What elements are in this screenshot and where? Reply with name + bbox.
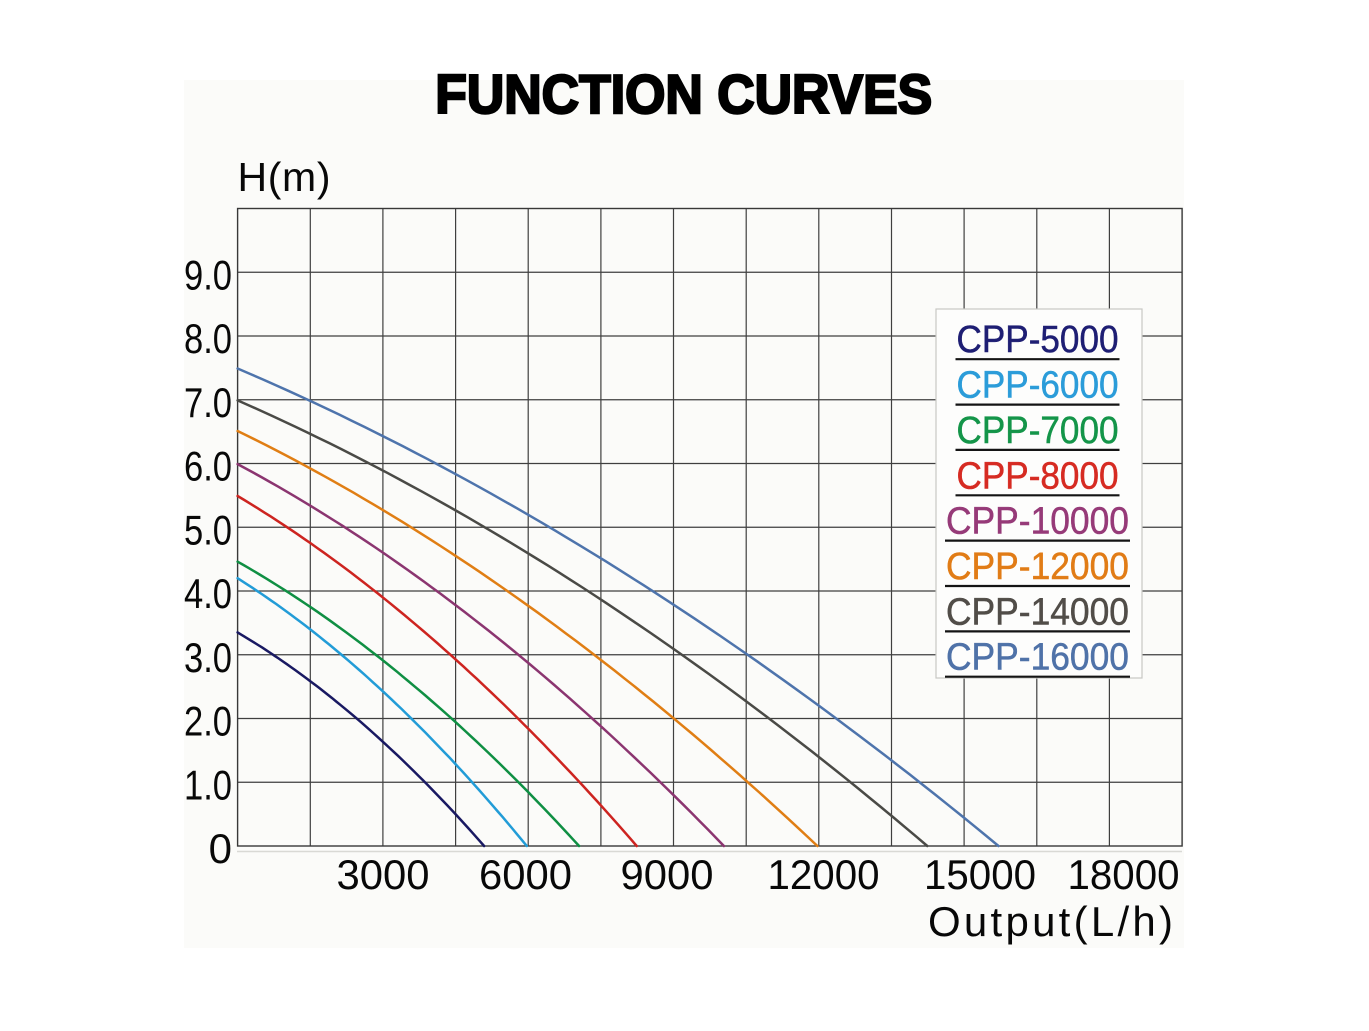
svg-text:FUNCTION CURVES: FUNCTION CURVES	[435, 63, 932, 125]
svg-text:2.0: 2.0	[184, 698, 232, 745]
svg-text:8.0: 8.0	[184, 315, 232, 362]
svg-text:12000: 12000	[768, 851, 880, 898]
svg-text:6.0: 6.0	[184, 443, 232, 490]
svg-text:CPP-7000: CPP-7000	[957, 410, 1119, 452]
svg-text:3.0: 3.0	[184, 634, 232, 681]
svg-text:6000: 6000	[479, 851, 572, 898]
svg-text:5.0: 5.0	[184, 506, 232, 553]
svg-text:CPP-12000: CPP-12000	[946, 546, 1129, 588]
svg-text:Output(L/h): Output(L/h)	[928, 898, 1173, 945]
svg-text:7.0: 7.0	[184, 379, 232, 426]
svg-text:15000: 15000	[924, 851, 1036, 898]
svg-text:CPP-10000: CPP-10000	[946, 501, 1129, 543]
svg-text:0: 0	[209, 825, 232, 872]
svg-text:CPP-5000: CPP-5000	[957, 319, 1119, 361]
svg-text:CPP-8000: CPP-8000	[957, 455, 1119, 497]
svg-text:CPP-14000: CPP-14000	[946, 591, 1129, 633]
svg-text:4.0: 4.0	[184, 570, 232, 617]
svg-text:9.0: 9.0	[184, 251, 232, 298]
svg-text:18000: 18000	[1068, 851, 1180, 898]
svg-text:CPP-6000: CPP-6000	[957, 365, 1119, 407]
svg-text:1.0: 1.0	[184, 761, 232, 808]
svg-text:CPP-16000: CPP-16000	[946, 637, 1129, 679]
svg-text:H(m): H(m)	[238, 154, 331, 200]
svg-text:9000: 9000	[621, 851, 714, 898]
svg-text:3000: 3000	[337, 851, 430, 898]
